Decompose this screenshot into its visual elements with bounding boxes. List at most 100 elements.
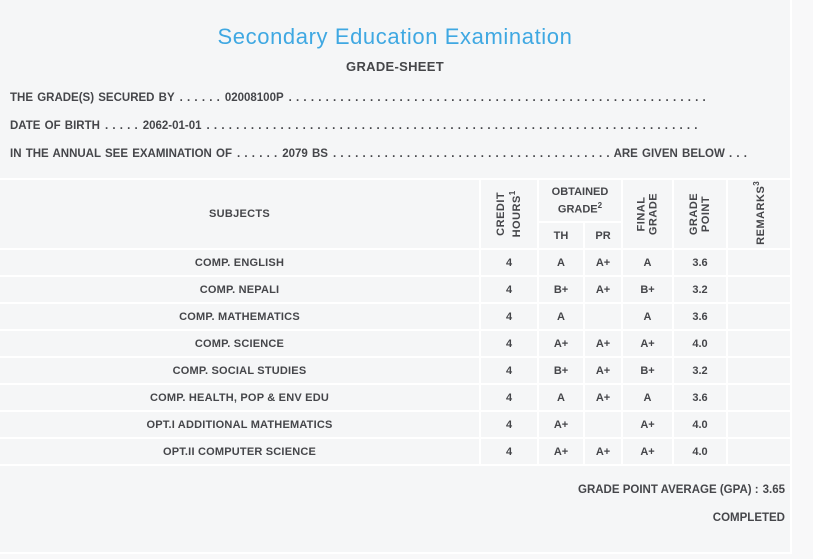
th-grade-cell: A+ (537, 437, 585, 466)
credit-cell: 4 (479, 302, 539, 331)
page-title: Secondary Education Examination (217, 24, 573, 49)
final-grade-cell: A (621, 248, 674, 277)
gpa-value: 3.65 (762, 484, 785, 496)
practical-subheader: PR (583, 221, 622, 250)
table-row: COMP. SCIENCE 4 A+ A+ A+ 4.0 (0, 329, 790, 358)
credit-cell: 4 (479, 329, 539, 358)
grade-point-cell: 3.2 (672, 275, 728, 304)
remarks-cell (726, 383, 790, 412)
remarks-cell (726, 437, 790, 466)
subject-cell: OPT.I ADDITIONAL MATHEMATICS (0, 410, 481, 439)
pr-grade-cell: A+ (583, 275, 623, 304)
th-grade-cell: B+ (537, 275, 585, 304)
final-grade-cell: B+ (621, 356, 674, 385)
dob-label: DATE OF BIRTH (10, 120, 100, 132)
final-grade-line2: GRADE (647, 192, 660, 236)
table-row: OPT.II COMPUTER SCIENCE 4 A+ A+ A+ 4.0 (0, 437, 790, 466)
table-row: COMP. SOCIAL STUDIES 4 B+ A+ B+ 3.2 (0, 356, 790, 385)
secured-by-label: THE GRADE(S) SECURED BY (10, 92, 175, 104)
info-line-secured-by: THE GRADE(S) SECURED BY . . . . . . 0200… (10, 84, 715, 112)
subject-cell: OPT.II COMPUTER SCIENCE (0, 437, 481, 466)
grade-point-line1: GRADE (688, 192, 700, 236)
table-row: COMP. NEPALI 4 B+ A+ B+ 3.2 (0, 275, 790, 304)
subject-cell: COMP. ENGLISH (0, 248, 481, 277)
remarks-cell (726, 275, 790, 304)
table-row: COMP. ENGLISH 4 A A+ A 3.6 (0, 248, 790, 277)
final-grade-cell: B+ (621, 275, 674, 304)
final-grade-cell: A+ (621, 437, 674, 466)
dotted-leader: . . . . . . . . . . . . . . . . . . . . … (288, 92, 710, 104)
subject-cell: COMP. NEPALI (0, 275, 481, 304)
remarks-cell (726, 410, 790, 439)
grade-point-cell: 4.0 (672, 329, 728, 358)
sheet-footer: GRADE POINT AVERAGE (GPA) :3.65 COMPLETE… (0, 478, 790, 530)
grade-sheet: Secondary Education Examination GRADE-SH… (0, 24, 790, 530)
grade-point-cell: 3.6 (672, 302, 728, 331)
credit-cell: 4 (479, 383, 539, 412)
table-row: COMP. HEALTH, POP & ENV EDU 4 A A+ A 3.6 (0, 383, 790, 412)
table-row: COMP. MATHEMATICS 4 A A 3.6 (0, 302, 790, 331)
remarks-cell (726, 302, 790, 331)
subject-cell: COMP. MATHEMATICS (0, 302, 481, 331)
grade-point-line2: POINT (700, 195, 712, 233)
credit-hours-line2: HOURS1 (508, 190, 523, 238)
dob-value: 2062-01-01 (142, 120, 202, 132)
grade-point-cell: 3.2 (672, 356, 728, 385)
dotted-leader: . . . . . . . . . . . . . . . . . . . . … (332, 148, 609, 160)
result-status: COMPLETED (712, 512, 785, 524)
grade-point-header: GRADE POINT (672, 178, 728, 250)
grade-point-cell: 3.6 (672, 248, 728, 277)
th-grade-cell: B+ (537, 356, 585, 385)
credit-cell: 4 (479, 437, 539, 466)
grade-point-cell: 4.0 (672, 410, 728, 439)
grade-point-cell: 3.6 (672, 383, 728, 412)
subjects-header: SUBJECTS (0, 178, 481, 250)
pr-grade-cell: A+ (583, 329, 623, 358)
remarks-cell (726, 356, 790, 385)
pr-grade-cell: A+ (583, 356, 623, 385)
table-row: OPT.I ADDITIONAL MATHEMATICS 4 A+ A+ 4.0 (0, 410, 790, 439)
final-grade-cell: A+ (621, 410, 674, 439)
subject-cell: COMP. SCIENCE (0, 329, 481, 358)
credit-cell: 4 (479, 275, 539, 304)
final-grade-line1: FINAL (635, 196, 648, 232)
info-line-examination-year: IN THE ANNUAL SEE EXAMINATION OF . . . .… (10, 140, 747, 168)
pr-grade-cell: A+ (583, 383, 623, 412)
info-line-date-of-birth: DATE OF BIRTH . . . . . 2062-01-01 . . .… (10, 112, 702, 140)
dots-separator: . . . . . . (237, 148, 278, 160)
credit-cell: 4 (479, 410, 539, 439)
are-given-below-text: ARE GIVEN BELOW . . . (613, 148, 747, 160)
grades-table: SUBJECTS CREDIT HOURS1 OBTAINED GRADE2 F… (0, 178, 790, 466)
remarks-cell (726, 329, 790, 358)
pr-grade-cell (583, 302, 623, 331)
subject-cell: COMP. HEALTH, POP & ENV EDU (0, 383, 481, 412)
pr-grade-cell (583, 410, 623, 439)
dots-separator: . . . . . (104, 120, 138, 132)
theory-subheader: TH (538, 221, 585, 250)
gpa-label: GRADE POINT AVERAGE (GPA) : (578, 484, 759, 496)
th-grade-cell: A+ (537, 410, 585, 439)
obtained-grade-header: OBTAINED GRADE2 (537, 178, 623, 223)
final-grade-cell: A (621, 383, 674, 412)
gpa-line: GRADE POINT AVERAGE (GPA) :3.65 (0, 478, 785, 502)
th-grade-cell: A+ (537, 329, 585, 358)
pr-grade-cell: A+ (583, 437, 623, 466)
page-subtitle: GRADE-SHEET (346, 59, 444, 74)
credit-hours-line1: CREDIT (495, 192, 508, 236)
credit-cell: 4 (479, 248, 539, 277)
th-grade-cell: A (537, 248, 585, 277)
grade-point-cell: 4.0 (672, 437, 728, 466)
subject-cell: COMP. SOCIAL STUDIES (0, 356, 481, 385)
exam-year-value: 2079 BS (282, 148, 328, 160)
final-grade-header: FINAL GRADE (621, 178, 674, 250)
final-grade-cell: A (621, 302, 674, 331)
pr-grade-cell: A+ (583, 248, 623, 277)
remarks-cell (726, 248, 790, 277)
candidate-info: THE GRADE(S) SECURED BY . . . . . . 0200… (0, 84, 790, 168)
dots-separator: . . . . . . (179, 92, 220, 104)
remarks-header: REMARKS3 (726, 178, 790, 250)
final-grade-cell: A+ (621, 329, 674, 358)
credit-hours-header: CREDIT HOURS1 (479, 178, 539, 250)
th-grade-cell: A (537, 302, 585, 331)
symbol-number-value: 02008100P (224, 92, 284, 104)
